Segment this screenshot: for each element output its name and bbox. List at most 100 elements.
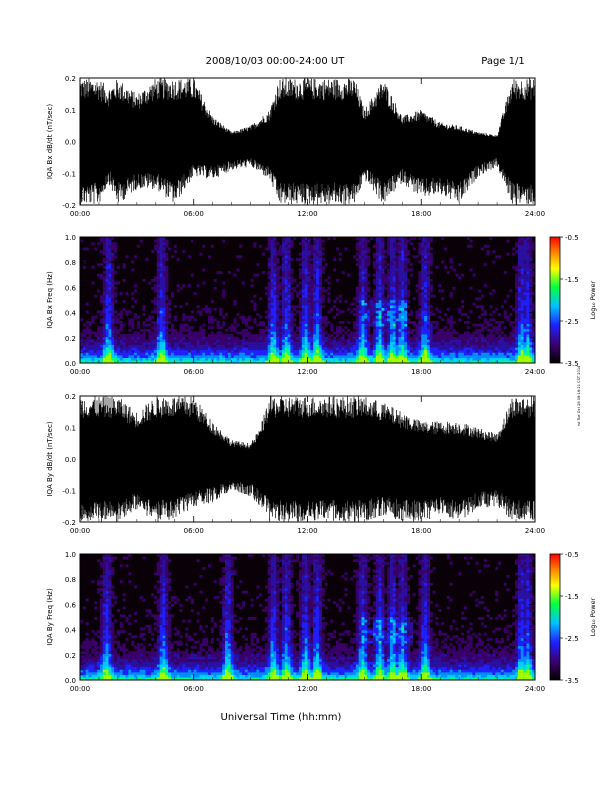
bx-spec-cell <box>389 292 394 295</box>
bx-spec-cell <box>259 323 263 327</box>
bx-spec-cell <box>105 349 109 353</box>
bx-spec-cell <box>378 334 382 337</box>
bx-spec-cell <box>489 334 493 337</box>
bx-spec-cell <box>267 294 271 298</box>
bx-spec-cell <box>392 334 396 337</box>
bx-spec-cell <box>253 302 257 306</box>
bx-spec-cell <box>111 318 115 322</box>
bx-spec-cell <box>372 357 376 361</box>
bx-spec-cell <box>370 237 374 240</box>
bx-spec-cell <box>381 300 385 303</box>
bx-spec-cell <box>372 307 376 311</box>
bx-spec-cell <box>273 271 277 274</box>
by-spec-cell <box>122 643 126 647</box>
bx-spec-cell <box>367 300 371 303</box>
bx-spec-cell <box>313 336 317 340</box>
bx-spec-cell <box>298 273 303 277</box>
bx-spec-cell <box>122 360 126 364</box>
bx-spec-cell <box>105 292 109 295</box>
bx-spec-cell <box>105 347 109 351</box>
bx-spec-cell <box>270 313 274 316</box>
bx-spec-cell <box>179 339 183 343</box>
bx-spec-cell <box>523 310 527 314</box>
bx-spec-cell <box>173 339 177 343</box>
bx-spec-cell <box>392 347 396 351</box>
by-spec-cell <box>108 585 112 589</box>
bx-dbdt-ytick-label: 0.0 <box>65 139 76 147</box>
bx-spec-cell <box>307 281 311 285</box>
bx-spec-ytick-label: 0.4 <box>65 310 77 318</box>
bx-spec-cell <box>119 349 123 353</box>
bx-spec-cell <box>483 318 487 322</box>
bx-spec-cell <box>375 328 379 332</box>
bx-spec-cell <box>429 334 433 337</box>
bx-spec-cell <box>247 318 251 322</box>
bx-spec-cell <box>219 349 223 353</box>
bx-spec-cell <box>165 313 169 316</box>
bx-spec-cell <box>276 331 280 335</box>
by-spec-cell <box>119 580 123 584</box>
bx-spec-cell <box>267 347 271 351</box>
bx-spec-cell <box>105 302 109 306</box>
bx-spec-cell <box>99 331 103 335</box>
bx-spec-cell <box>478 352 482 356</box>
bx-spec-cell <box>233 352 237 356</box>
bx-spec-cell <box>136 326 140 330</box>
bx-spec-cell <box>395 250 399 253</box>
by-spec-cell <box>131 666 135 670</box>
bx-spec-cell <box>364 349 368 353</box>
bx-spec-cell <box>270 336 274 340</box>
bx-spec-cell <box>171 352 175 356</box>
bx-spec-cell <box>529 357 533 361</box>
bx-spec-cell <box>156 276 160 280</box>
bx-spec-cell <box>364 268 368 272</box>
bx-spec-cell <box>520 281 524 285</box>
bx-spec-cell <box>466 315 470 319</box>
bx-spec-cell <box>355 307 359 311</box>
by-spec-cell <box>111 638 115 641</box>
bx-spec-cell <box>404 289 408 293</box>
bx-spec-cell <box>131 297 135 301</box>
bx-spec-cell <box>159 310 163 314</box>
by-spec-cell <box>116 656 121 660</box>
bx-spec-cell <box>168 328 172 332</box>
by-dbdt-ylabel: IQA By dB/dt (nT/sec) <box>46 421 54 496</box>
bx-spec-cell <box>176 360 180 364</box>
bx-spec-cell <box>426 237 430 240</box>
bx-spec-cell <box>253 318 257 322</box>
bx-spec-cell <box>225 328 229 332</box>
bx-spec-cell <box>375 360 379 364</box>
bx-spec-cell <box>327 281 331 285</box>
by-spec-cell <box>128 664 132 668</box>
bx-spec-cell <box>179 342 183 345</box>
bx-spec-cell <box>301 286 305 290</box>
bx-spec-cell <box>358 263 362 267</box>
bx-spec-cell <box>384 315 388 319</box>
by-spec-cell <box>108 572 112 576</box>
bx-spec-cell <box>267 342 271 345</box>
bx-spec-cell <box>105 289 109 293</box>
bx-spec-cell <box>517 326 521 330</box>
bx-spec-cell <box>114 342 118 345</box>
by-spec-cell <box>111 624 115 628</box>
bx-spec-cell <box>424 271 428 274</box>
by-spec-cell <box>105 643 109 647</box>
bx-spec-cell <box>262 271 266 274</box>
bx-spec-cell <box>179 326 183 330</box>
bx-spec-cell <box>213 360 217 364</box>
bx-spec-cell <box>523 342 527 345</box>
bx-spec-cell <box>520 292 524 295</box>
by-spec-cell <box>91 651 95 654</box>
bx-spec-cell <box>523 239 527 243</box>
bx-spec-cell <box>105 307 109 311</box>
bx-spec-cell <box>398 315 402 319</box>
bx-spec-cell <box>429 357 433 361</box>
by-spec-cell <box>102 585 106 589</box>
by-spec-cell <box>85 653 89 657</box>
by-spec-cell <box>134 653 138 657</box>
bx-spec-cell <box>520 271 524 274</box>
bx-spec-cell <box>444 357 448 361</box>
bx-spec-cell <box>532 342 536 345</box>
bx-spec-cell <box>424 328 428 332</box>
bx-spec-cell <box>486 336 490 340</box>
